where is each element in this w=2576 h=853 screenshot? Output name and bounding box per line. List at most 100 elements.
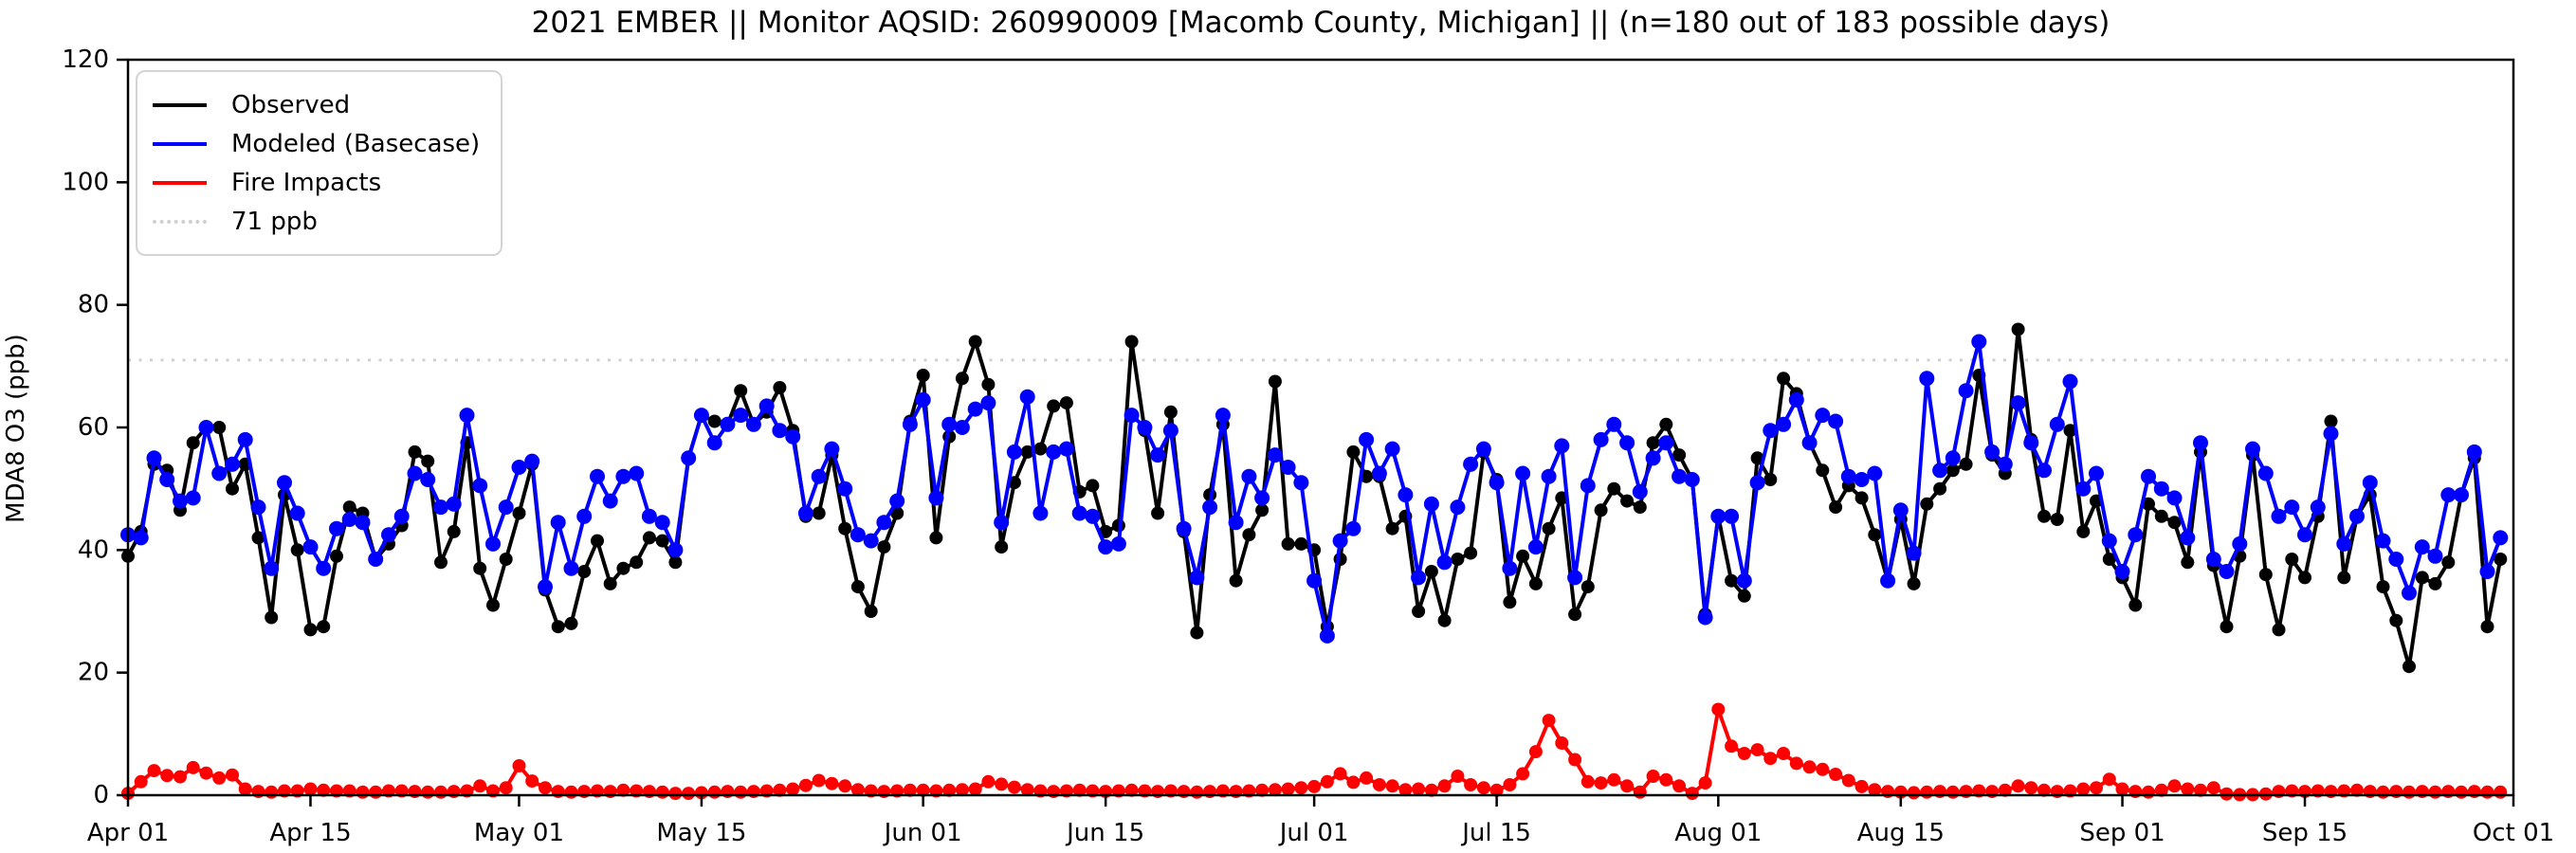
modeled-series-marker (1815, 408, 1831, 424)
modeled-series-marker (850, 527, 866, 543)
observed-series-marker (877, 540, 891, 554)
modeled-series-marker (1475, 441, 1491, 457)
modeled-series-marker (1971, 334, 1987, 350)
modeled-series-marker (1162, 423, 1178, 439)
modeled-series-marker (2166, 490, 2183, 506)
modeled-series-marker (615, 468, 631, 484)
fire-impacts-series-marker (539, 781, 552, 795)
observed-series-marker (2415, 571, 2429, 585)
modeled-series-marker (2362, 475, 2378, 491)
modeled-series-marker (863, 533, 879, 549)
legend-label: Fire Impacts (231, 168, 382, 197)
modeled-series-marker (720, 416, 736, 432)
modeled-series-marker (980, 395, 996, 411)
fire-impacts-series-marker (525, 774, 539, 789)
fire-impacts-series-marker (682, 787, 696, 801)
fire-impacts-series-marker (369, 785, 383, 799)
observed-series-marker (2220, 620, 2234, 634)
fire-impacts-series-marker (968, 782, 982, 796)
observed-series-marker (1777, 372, 1791, 386)
fire-impacts-series-marker (1777, 747, 1791, 760)
modeled-series-marker (550, 515, 566, 531)
observed-series-marker (668, 555, 683, 570)
observed-series-marker (1542, 521, 1556, 535)
modeled-series-marker (2323, 426, 2339, 442)
modeled-series-marker (2232, 535, 2248, 552)
observed-series-marker (317, 620, 331, 634)
observed-series-marker (2181, 555, 2195, 570)
modeled-series-marker (2271, 508, 2287, 524)
observed-series-marker (2428, 576, 2442, 590)
y-tick-label: 40 (78, 535, 109, 564)
fire-impacts-series-marker (2090, 781, 2103, 795)
modeled-series-marker (2089, 465, 2104, 481)
observed-series-marker (1580, 580, 1595, 594)
fire-impacts-series-marker (1685, 787, 1699, 801)
modeled-series-marker (1567, 570, 1583, 586)
modeled-series-marker (498, 499, 514, 516)
observed-series-marker (2076, 524, 2091, 538)
legend-swatch (153, 141, 207, 146)
modeled-series-marker (2205, 552, 2221, 567)
fire-impacts-series-marker (838, 779, 852, 793)
observed-series-marker (1528, 576, 1543, 590)
modeled-series-marker (2049, 416, 2065, 432)
modeled-series-marker (915, 391, 931, 408)
observed-series-marker (1633, 500, 1647, 515)
fire-impacts-series-marker (1528, 745, 1543, 759)
fire-impacts-series-marker (1646, 770, 1660, 783)
fire-impacts-series-marker (1607, 772, 1621, 787)
modeled-series-marker (1176, 520, 1192, 536)
fire-impacts-series-marker (1802, 760, 1817, 774)
modeled-series-marker (1749, 475, 1765, 491)
modeled-series-marker (433, 499, 448, 516)
fire-impacts-series-marker (1451, 770, 1465, 783)
modeled-series-marker (2062, 373, 2078, 390)
modeled-series-marker (837, 481, 853, 497)
observed-series-marker (1385, 521, 1399, 535)
x-tick-label: Sep 01 (2079, 819, 2165, 847)
fire-impacts-series-marker (1372, 778, 1386, 791)
modeled-series-marker (1697, 609, 1713, 626)
modeled-series-marker (420, 472, 436, 487)
modeled-series-marker (1724, 508, 1740, 524)
observed-series-marker (1151, 506, 1165, 520)
fire-impacts-series-marker (2167, 779, 2182, 793)
modeled-series-marker (1463, 456, 1479, 472)
fire-impacts-series-marker (995, 777, 1009, 791)
observed-series-marker (2298, 571, 2311, 585)
observed-series-marker (591, 534, 604, 548)
modeled-series-marker (1098, 539, 1114, 555)
modeled-series-marker (407, 465, 423, 481)
modeled-series-marker (2336, 535, 2352, 552)
modeled-series-marker (173, 493, 188, 509)
observed-series-marker (1816, 463, 1830, 478)
modeled-series-marker (1019, 389, 1035, 405)
observed-series-marker (1920, 497, 1934, 511)
fire-impacts-series-marker (1464, 778, 1478, 791)
modeled-series-marker (797, 505, 813, 521)
modeled-series-marker (967, 401, 983, 417)
observed-series-marker (1242, 528, 1256, 542)
observed-series-marker (2050, 513, 2064, 526)
modeled-series-marker (1880, 572, 1896, 589)
modeled-series-marker (2023, 435, 2039, 451)
observed-series-marker (734, 384, 748, 398)
legend-item-modeled-basecase-: Modeled (Basecase) (153, 124, 480, 163)
modeled-series-marker (706, 435, 722, 451)
fire-impacts-series-marker (473, 779, 487, 793)
observed-series-marker (1763, 473, 1778, 486)
observed-series-marker (1437, 613, 1452, 627)
observed-series-marker (1294, 536, 1308, 551)
observed-series-marker (447, 524, 461, 538)
observed-series-marker (551, 620, 565, 634)
observed-series-marker (2324, 414, 2338, 428)
observed-series-marker (2389, 613, 2403, 627)
modeled-series-marker (1150, 447, 1166, 463)
fire-impacts-series-marker (2154, 783, 2168, 797)
modeled-series-marker (1801, 435, 1818, 451)
modeled-series-marker (1984, 444, 2001, 460)
fire-impacts-series-marker (2115, 782, 2129, 796)
fire-impacts-series (121, 702, 2508, 802)
modeled-series-marker (485, 535, 501, 552)
